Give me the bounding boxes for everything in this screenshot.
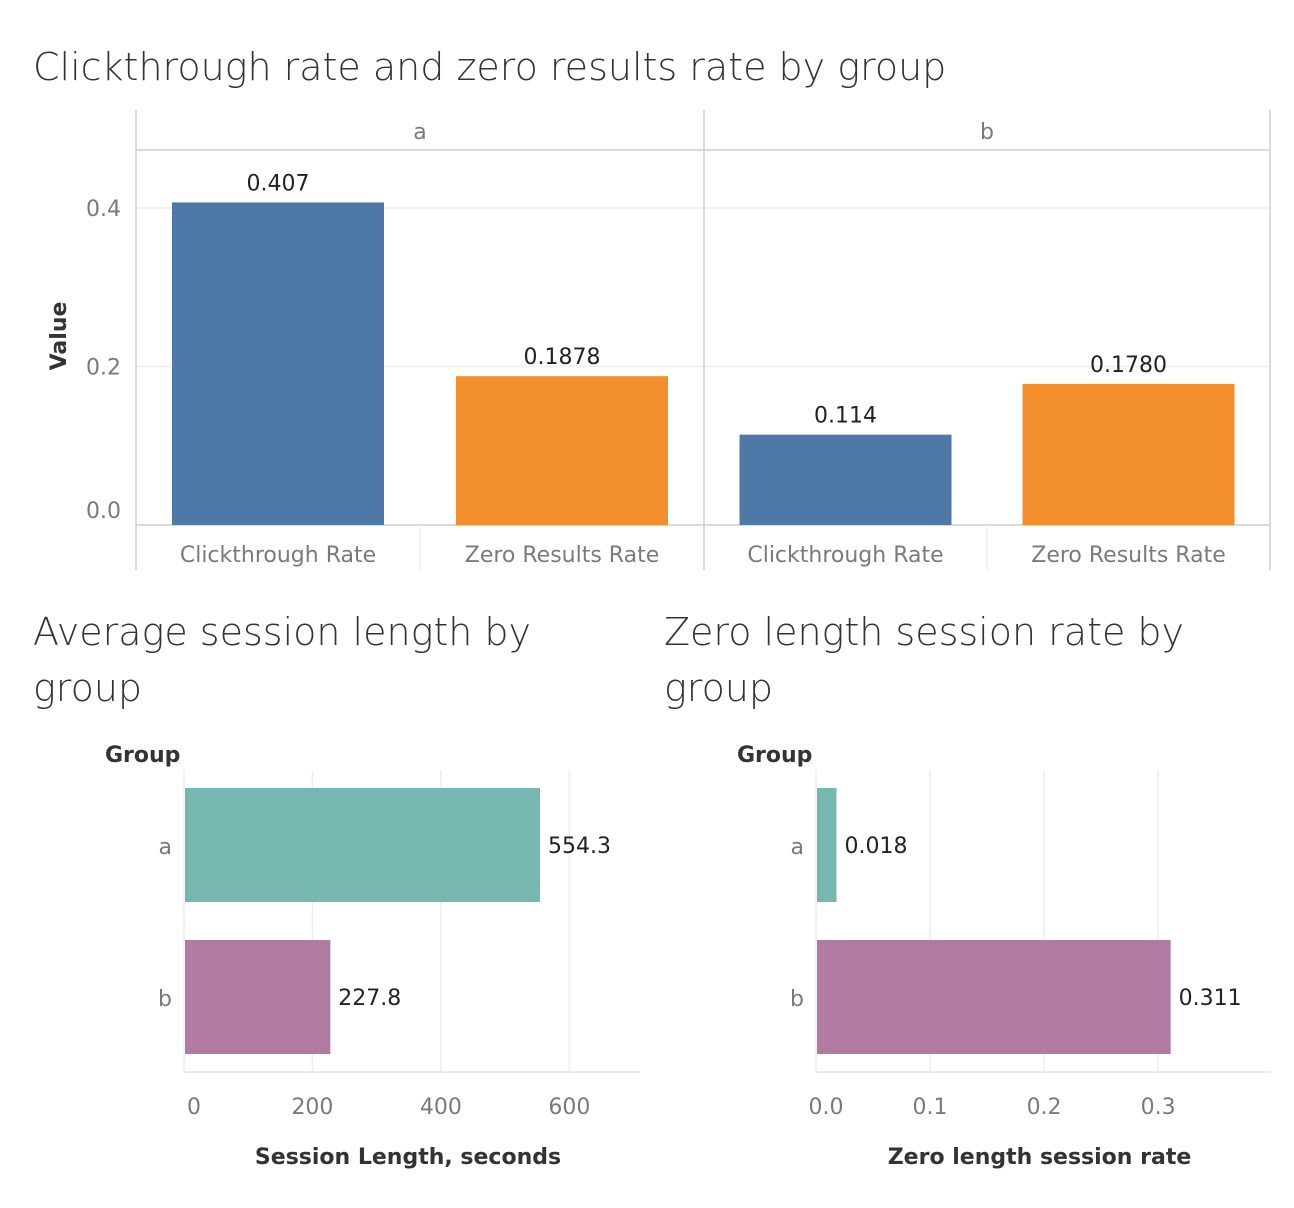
y-tick-label: 0.2 <box>86 356 121 381</box>
data-label: 0.407 <box>247 171 310 196</box>
bar-a-0 <box>172 202 384 525</box>
data-label: 227.8 <box>338 986 401 1011</box>
data-label: 0.311 <box>1179 986 1242 1011</box>
y-category-label: b <box>158 987 172 1012</box>
bar-a-1 <box>456 376 668 525</box>
bar-b <box>817 940 1171 1054</box>
y-category-label: b <box>790 987 804 1012</box>
x-tick-label: 0.1 <box>913 1095 948 1120</box>
x-category-label: Zero Results Rate <box>465 543 660 568</box>
x-tick-label: 400 <box>420 1095 462 1120</box>
x-tick-label: 600 <box>548 1095 590 1120</box>
x-tick-label: 200 <box>291 1095 333 1120</box>
group-header: Group <box>105 743 180 768</box>
y-tick-label: 0.4 <box>86 197 121 222</box>
y-category-label: a <box>159 835 172 860</box>
group-header: Group <box>737 743 812 768</box>
data-label: 0.114 <box>814 404 877 429</box>
x-category-label: Clickthrough Rate <box>180 543 376 568</box>
x-tick-label: 0 <box>187 1095 201 1120</box>
y-category-label: a <box>791 835 804 860</box>
chart2-plot: Group 0 200 400 600 554.3 a 227.8 b Session Lengt… <box>105 743 640 1170</box>
chart1-plot: 0.0 0.2 0.4 a 0.407 Clickthrough Rate 0.1878 Ze… <box>47 110 1271 570</box>
data-label: 554.3 <box>548 834 611 859</box>
x-axis-title: Session Length, seconds <box>255 1145 561 1170</box>
chart3-title-line1: Zero length session rate by <box>664 610 1184 654</box>
y-axis-title: Value <box>47 302 72 371</box>
bar-b <box>185 940 331 1054</box>
x-axis-title: Zero length session rate <box>888 1145 1192 1170</box>
x-tick-label: 0.0 <box>809 1095 844 1120</box>
x-category-label: Zero Results Rate <box>1031 543 1226 568</box>
chart3-title-line2: group <box>664 666 773 710</box>
bar-a <box>817 788 837 902</box>
x-tick-label: 0.2 <box>1027 1095 1062 1120</box>
chart1-title: Clickthrough rate and zero results rate … <box>33 45 946 89</box>
data-label: 0.1878 <box>524 345 601 370</box>
bar-b-1 <box>1022 383 1235 525</box>
chart3-plot: Group 0.0 0.1 0.2 0.3 0.018 a 0.311 b Zero length… <box>737 743 1271 1170</box>
chart2-title-line2: group <box>33 666 142 710</box>
bar-a <box>185 788 541 902</box>
data-label: 0.1780 <box>1090 353 1167 378</box>
chart2-title-line1: Average session length by <box>33 610 531 654</box>
y-tick-label: 0.0 <box>86 499 121 524</box>
bar-b-0 <box>739 434 952 525</box>
x-tick-label: 0.3 <box>1141 1095 1176 1120</box>
facet-label-b: b <box>980 120 994 145</box>
data-label: 0.018 <box>845 834 908 859</box>
x-category-label: Clickthrough Rate <box>747 543 943 568</box>
facet-label-a: a <box>413 120 426 145</box>
